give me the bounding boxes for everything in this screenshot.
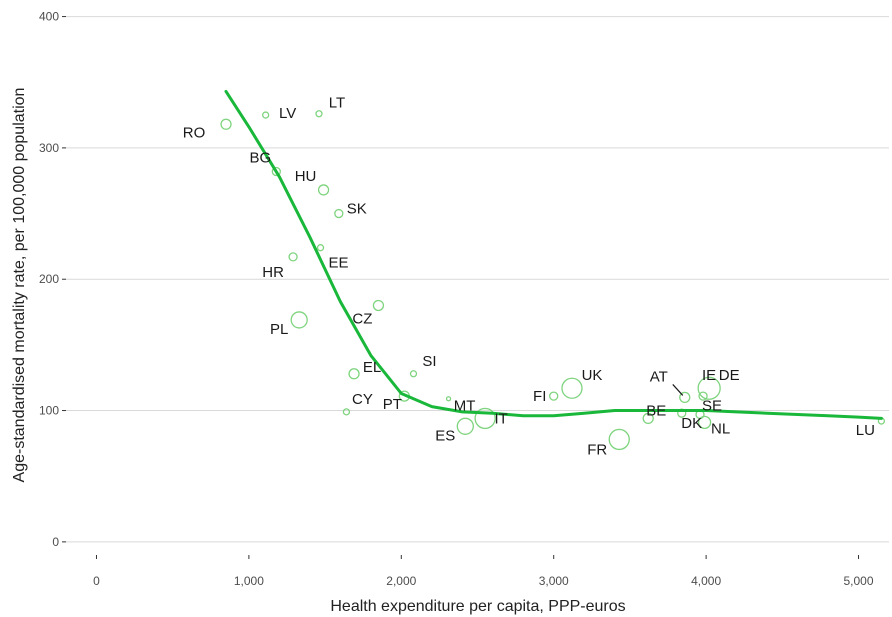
point-label: SE <box>702 397 722 414</box>
data-point <box>445 396 452 402</box>
data-point <box>271 166 281 177</box>
point-label: LU <box>856 422 875 439</box>
data-point <box>679 391 691 404</box>
point-label: HU <box>295 168 317 185</box>
gridlines <box>66 16 889 543</box>
data-point <box>316 244 325 252</box>
point-label: LV <box>279 105 296 122</box>
x-tick-label: 0 <box>93 574 100 588</box>
point-label: UK <box>582 367 603 384</box>
point-label: EE <box>329 255 349 272</box>
data-point <box>456 417 474 435</box>
x-tick-label: 1,000 <box>234 574 264 588</box>
point-label: BG <box>249 150 271 167</box>
data-point <box>697 415 712 430</box>
point-label: NL <box>711 420 730 437</box>
data-point <box>474 407 496 430</box>
data-point <box>342 408 351 416</box>
data-point <box>561 377 583 399</box>
data-point <box>317 184 330 196</box>
y-tick-label: 300 <box>39 141 59 155</box>
point-label: PT <box>383 396 402 413</box>
y-axis-ticks: 0 100 200 300 400 <box>39 10 66 549</box>
data-point <box>288 252 298 262</box>
point-label: HR <box>262 264 284 281</box>
point-label: DE <box>719 367 740 384</box>
data-points <box>220 110 886 451</box>
point-label: SI <box>422 353 436 370</box>
y-tick-label: 100 <box>39 404 59 418</box>
y-tick-label: 0 <box>52 535 59 549</box>
x-axis-title: Health expenditure per capita, PPP-euros <box>330 598 625 615</box>
data-point <box>315 110 323 118</box>
data-point <box>348 368 360 380</box>
data-point <box>334 208 344 219</box>
data-point <box>698 391 708 401</box>
point-label: CY <box>352 391 373 408</box>
point-label: IE <box>702 367 716 384</box>
point-label: IT <box>494 410 507 427</box>
point-labels: RO LV LT BG HU SK EE HR PL CZ EL SI CY PT MT ES IT FI UK FR… <box>183 95 875 459</box>
point-label: ES <box>435 427 455 444</box>
point-label: DK <box>681 415 702 432</box>
data-point <box>220 118 232 130</box>
point-label: SK <box>347 201 367 218</box>
y-tick-label: 400 <box>39 10 59 24</box>
point-label: BE <box>646 402 666 419</box>
data-point <box>642 412 654 425</box>
x-tick-label: 3,000 <box>539 574 569 588</box>
x-tick-label: 4,000 <box>691 574 721 588</box>
data-point <box>549 391 559 401</box>
x-tick-label: 5,000 <box>844 574 874 588</box>
y-tick-label: 200 <box>39 272 59 286</box>
data-point <box>290 311 308 329</box>
point-label: RO <box>183 124 206 141</box>
data-point <box>608 428 630 451</box>
trend-line <box>224 89 883 420</box>
y-axis-title: Age-standardised mortality rate, per 100… <box>11 88 28 483</box>
point-label: EL <box>363 359 381 376</box>
point-label: FI <box>533 388 546 405</box>
point-label: MT <box>454 398 476 415</box>
data-point <box>409 370 418 378</box>
data-point <box>262 111 270 119</box>
point-label: PL <box>270 321 288 338</box>
data-point <box>697 376 721 400</box>
x-tick-label: 2,000 <box>386 574 416 588</box>
point-label: CZ <box>352 310 372 327</box>
point-label: LT <box>329 95 345 112</box>
label-leader-line <box>672 384 684 396</box>
data-point <box>372 299 385 312</box>
point-label: AT <box>650 368 668 385</box>
point-label: FR <box>587 441 607 458</box>
x-axis-ticks: 0 1,000 2,000 3,000 4,000 5,000 <box>93 555 874 588</box>
